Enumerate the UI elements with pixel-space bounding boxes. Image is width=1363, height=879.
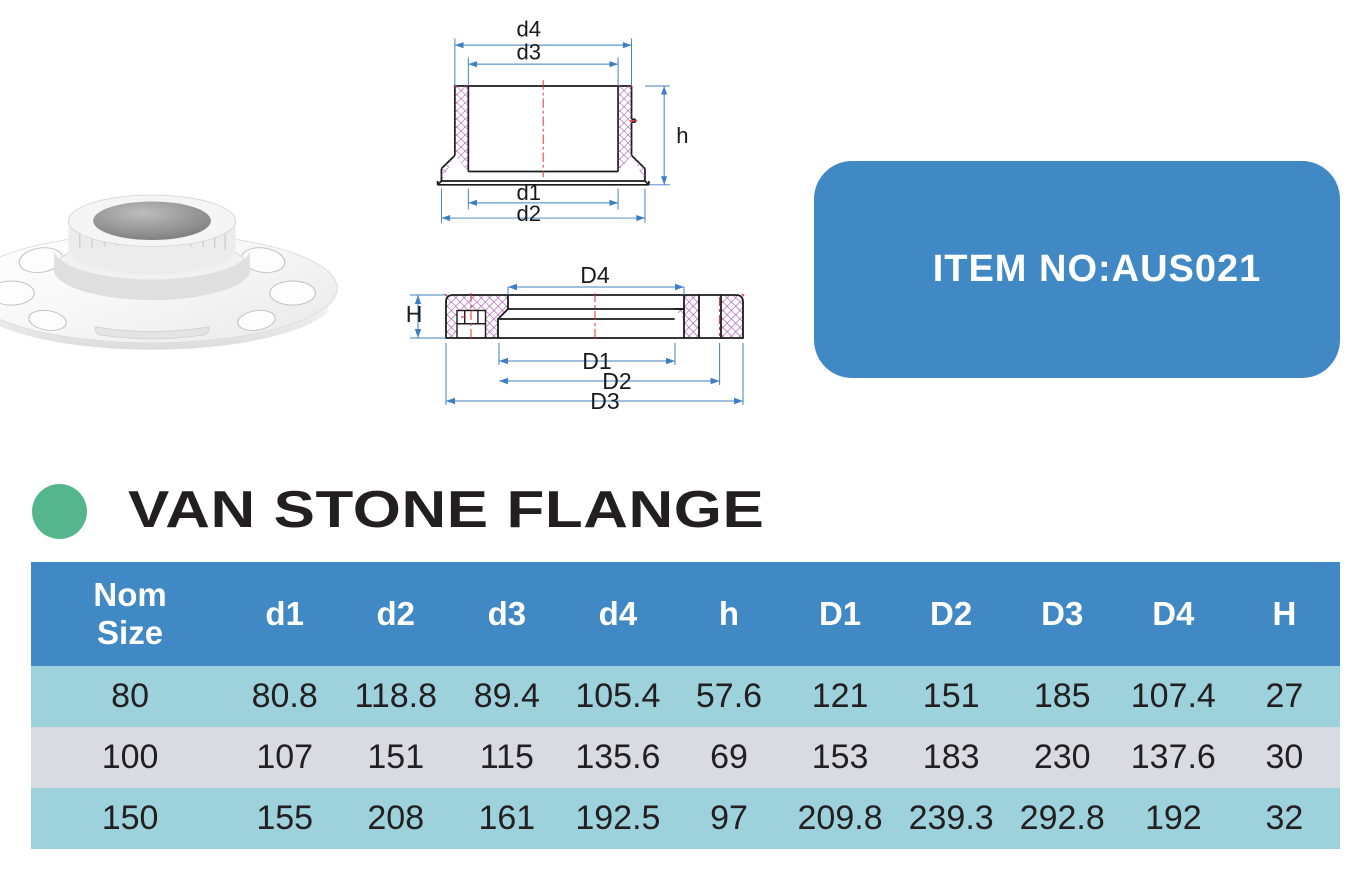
svg-text:D3: D3	[590, 388, 619, 414]
svg-text:d4: d4	[517, 17, 542, 42]
svg-text:h: h	[676, 123, 688, 148]
svg-text:d2: d2	[517, 201, 542, 226]
svg-text:H: H	[406, 301, 423, 327]
svg-text:d3: d3	[517, 40, 542, 65]
